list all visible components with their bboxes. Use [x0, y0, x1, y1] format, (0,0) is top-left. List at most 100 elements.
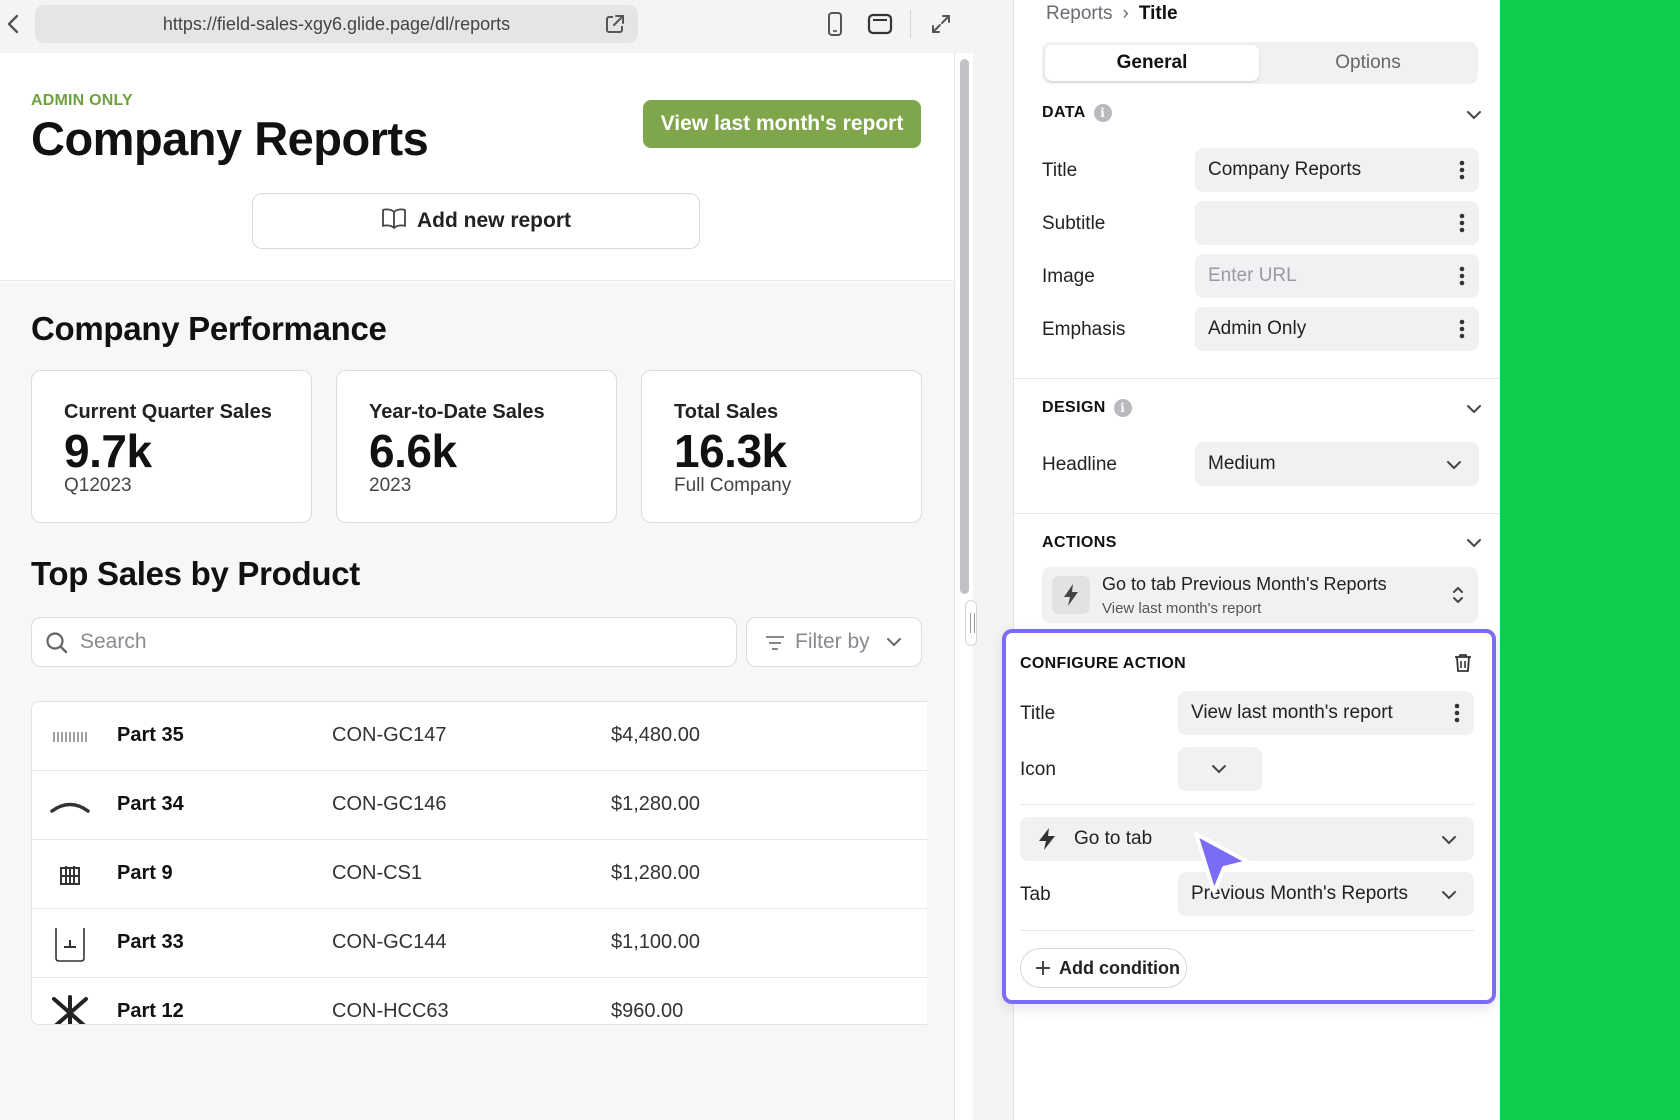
design-section-header[interactable]: DESIGN i — [1042, 399, 1132, 417]
tab-target-select[interactable]: Previous Month's Reports — [1178, 872, 1474, 916]
title-field-value: Company Reports — [1208, 159, 1362, 180]
chevron-down-icon[interactable] — [1465, 534, 1483, 552]
more-vertical-icon[interactable] — [1459, 319, 1465, 339]
table-row[interactable]: Part 33 CON-GC144 $1,100.00 — [32, 909, 927, 978]
action-icon-label: Icon — [1020, 759, 1056, 780]
stat-value: 9.7k — [64, 425, 152, 477]
info-icon[interactable]: i — [1093, 104, 1112, 122]
stat-card[interactable]: Current Quarter Sales 9.7k Q12023 — [31, 370, 312, 523]
url-text: https://field-sales-xgy6.glide.page/dl/r… — [162, 13, 511, 34]
chevron-down-icon — [885, 633, 903, 651]
back-chevron-icon[interactable] — [2, 10, 24, 38]
breadcrumb-parent[interactable]: Reports — [1046, 3, 1113, 24]
action-item[interactable]: Go to tab Previous Month's Reports View … — [1042, 567, 1478, 623]
up-down-chevron-icon[interactable] — [1450, 585, 1466, 605]
arc-part-icon — [50, 786, 90, 826]
filter-icon — [763, 631, 787, 655]
subtitle-field[interactable] — [1195, 201, 1479, 245]
app-preview: https://field-sales-xgy6.glide.page/dl/r… — [0, 0, 973, 1120]
product-price: $1,280.00 — [611, 862, 700, 884]
product-name: Part 9 — [117, 862, 173, 884]
breadcrumb-separator: › — [1122, 3, 1129, 24]
open-external-icon[interactable] — [604, 13, 626, 35]
tab-options[interactable]: Options — [1335, 52, 1401, 73]
tab-general[interactable]: General — [1045, 45, 1259, 81]
product-name: Part 35 — [117, 724, 184, 746]
vertical-scrollbar[interactable] — [954, 53, 973, 1120]
scroll-thumb[interactable] — [960, 59, 969, 594]
tab-switcher: General Options — [1042, 42, 1478, 84]
product-price: $1,100.00 — [611, 931, 700, 953]
image-url-field[interactable]: Enter URL — [1195, 254, 1479, 298]
product-table: Part 35 CON-GC147 $4,480.00 Part 34 CON-… — [31, 701, 927, 1025]
more-vertical-icon[interactable] — [1459, 213, 1465, 233]
table-row[interactable]: Part 35 CON-GC147 $4,480.00 — [32, 702, 927, 771]
design-section-title: DESIGN — [1042, 399, 1106, 416]
action-title-field[interactable]: View last month's report — [1178, 691, 1474, 735]
rack-part-icon — [50, 855, 90, 895]
resize-handle[interactable] — [965, 600, 977, 646]
performance-heading: Company Performance — [31, 310, 387, 347]
product-code: CON-GC146 — [332, 793, 447, 815]
product-code: CON-CS1 — [332, 862, 423, 884]
table-row[interactable]: Part 12 CON-HCC63 $960.00 — [32, 978, 927, 1024]
section-divider — [1014, 378, 1500, 379]
info-icon[interactable]: i — [1113, 399, 1132, 417]
action-type-select[interactable]: Go to tab — [1020, 817, 1474, 861]
stat-caption: Full Company — [674, 475, 792, 496]
product-code: CON-GC144 — [332, 931, 447, 953]
divider — [1020, 930, 1474, 931]
background-strip — [1500, 0, 1680, 1120]
actions-section-header[interactable]: ACTIONS — [1042, 534, 1117, 552]
stat-card[interactable]: Year-to-Date Sales 6.6k 2023 — [336, 370, 617, 523]
icon-picker[interactable] — [1178, 747, 1262, 791]
product-name: Part 34 — [117, 793, 184, 815]
more-vertical-icon[interactable] — [1459, 160, 1465, 180]
data-section-header[interactable]: DATA i — [1042, 104, 1112, 122]
filter-label: Filter by — [795, 630, 870, 653]
headline-select-value: Medium — [1208, 453, 1276, 474]
view-last-month-report-button[interactable]: View last month's report — [643, 100, 921, 148]
products-heading: Top Sales by Product — [31, 555, 360, 592]
trash-icon[interactable] — [1452, 652, 1474, 674]
stat-card[interactable]: Total Sales 16.3k Full Company — [641, 370, 922, 523]
breadcrumb: Reports › Title — [1046, 3, 1178, 25]
actions-section-title: ACTIONS — [1042, 534, 1117, 551]
chevron-down-icon[interactable] — [1465, 106, 1483, 124]
table-row[interactable]: Part 9 CON-CS1 $1,280.00 — [32, 840, 927, 909]
headline-select[interactable]: Medium — [1195, 442, 1479, 486]
more-vertical-icon[interactable] — [1454, 703, 1460, 723]
section-divider — [1014, 513, 1500, 514]
action-type-value: Go to tab — [1074, 828, 1153, 849]
stat-caption: Q12023 — [64, 475, 132, 496]
tab-target-value: Previous Month's Reports — [1191, 883, 1408, 904]
product-price: $1,280.00 — [611, 793, 700, 815]
product-code: CON-HCC63 — [332, 1000, 449, 1022]
search-input[interactable]: Search — [31, 617, 737, 667]
action-title-label: Title — [1020, 703, 1056, 724]
filter-dropdown[interactable]: Filter by — [746, 617, 922, 667]
table-row[interactable]: Part 34 CON-GC146 $1,280.00 — [32, 771, 927, 840]
toolbar-divider — [910, 10, 911, 38]
add-condition-button[interactable]: Add condition — [1020, 948, 1187, 988]
add-condition-label: Add condition — [1059, 957, 1180, 978]
chevron-down-icon[interactable] — [1465, 400, 1483, 418]
breadcrumb-current: Title — [1138, 3, 1178, 24]
product-code: CON-GC147 — [332, 724, 447, 746]
configure-action-panel: CONFIGURE ACTION Title View last month's… — [1002, 629, 1496, 1004]
phone-view-icon[interactable] — [822, 11, 848, 37]
title-component[interactable]: ADMIN ONLY Company Reports View last mon… — [0, 53, 954, 281]
subtitle-field-label: Subtitle — [1042, 213, 1106, 234]
tablet-view-icon[interactable] — [867, 11, 893, 37]
title-field[interactable]: Company Reports — [1195, 148, 1479, 192]
url-bar[interactable]: https://field-sales-xgy6.glide.page/dl/r… — [35, 5, 638, 43]
expand-icon[interactable] — [928, 11, 954, 37]
emphasis-field[interactable]: Admin Only — [1195, 307, 1479, 351]
lightning-icon — [1052, 576, 1090, 614]
preview-toolbar: https://field-sales-xgy6.glide.page/dl/r… — [0, 0, 973, 52]
add-new-report-button[interactable]: Add new report — [252, 193, 700, 249]
more-vertical-icon[interactable] — [1459, 266, 1465, 286]
action-item-subtitle: View last month's report — [1102, 600, 1262, 617]
cursor-pointer-icon — [1188, 828, 1254, 898]
configure-action-title: CONFIGURE ACTION — [1020, 655, 1186, 672]
